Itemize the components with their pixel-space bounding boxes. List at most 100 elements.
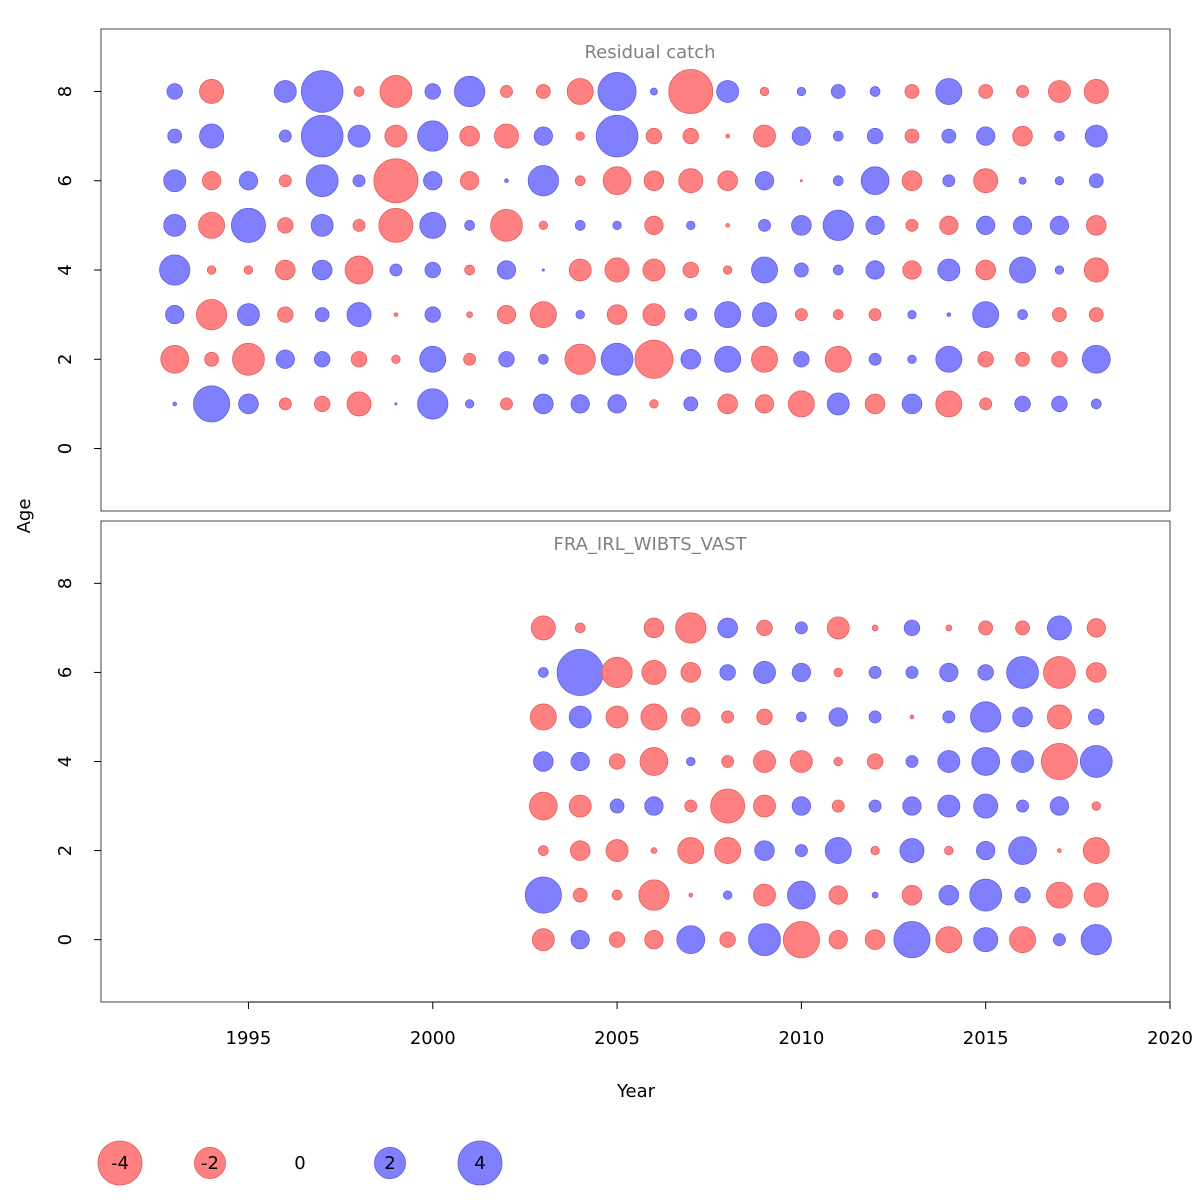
bubble [454,75,486,108]
bubble [902,260,922,280]
bubble [494,123,519,149]
bubble [600,342,634,376]
bubble [668,69,714,114]
bubble [1088,708,1105,726]
x-tick-label: 1995 [226,1028,272,1049]
bubble [417,388,449,420]
bubble [725,223,730,228]
bubble [787,390,815,418]
bubble [748,923,781,956]
bubble [1057,848,1062,853]
legend-label: 4 [474,1153,485,1174]
bubble [496,305,517,325]
bubble [678,168,704,194]
bubble [1049,796,1070,816]
bubble [1006,656,1039,689]
bubble [605,839,629,862]
bubble [782,921,820,959]
y-tick-label: 4 [55,264,76,275]
bubble [868,666,882,679]
y-axis-label: Age [14,499,35,534]
legend-bubble [457,1140,503,1186]
bubble [1014,395,1031,413]
bubble [1084,124,1108,148]
y-tick-label: 6 [55,667,76,678]
bubble [973,168,999,194]
bubble [754,840,775,861]
bubble [604,257,630,283]
bubble [973,793,999,819]
bubble [1051,395,1068,413]
bubble [830,84,846,99]
bubble [608,753,626,770]
bubble [556,648,604,696]
bubble [903,619,921,637]
bubble [717,170,738,191]
bubble [1086,618,1106,638]
bubble [568,258,592,282]
bubble [1012,215,1033,235]
x-tick-label: 2020 [1147,1028,1193,1049]
bubble [352,218,366,232]
bubble [868,710,882,724]
bubble [860,166,890,196]
bubble [1017,309,1028,320]
bubble [379,75,413,108]
bubble [391,354,401,364]
x-tick-label: 2010 [778,1028,824,1049]
panel-title: Residual catch [584,42,715,63]
bubble [832,264,844,276]
bubble [1009,256,1036,284]
bubble [721,710,735,724]
bubble [1043,656,1076,689]
bubble [688,892,694,898]
bubble [574,220,586,231]
bubble [937,794,961,818]
bubble [419,345,447,373]
bubble [714,301,742,329]
bubble [796,711,807,723]
bubble [1014,886,1031,904]
bubble [909,714,915,720]
bubble [681,707,701,727]
bubble [524,876,562,914]
bubble [866,127,884,145]
bubble [419,211,447,239]
bubble [758,218,771,232]
bubble [904,84,920,99]
bubble [717,393,738,415]
bubble [300,70,344,113]
bubble [644,930,664,950]
bubble [199,123,225,149]
bubble [871,624,879,632]
bubble [423,171,443,191]
bubble [946,312,952,317]
bubble [799,179,803,183]
bubble [232,342,265,376]
bubble [905,218,919,232]
x-tick-label: 2000 [410,1028,456,1049]
bubble [196,299,228,331]
bubble [905,666,919,679]
bubble [378,207,414,243]
bubble [942,710,956,724]
y-tick-label: 6 [55,175,76,186]
bubble [976,215,996,235]
bubble [569,840,591,861]
bubble [609,798,625,814]
bubble [832,130,844,142]
legend-label: -2 [201,1153,219,1174]
bubble [572,887,588,903]
bubble [1015,620,1030,636]
bubble [498,351,515,368]
bubble [424,306,441,323]
bubble [939,662,959,683]
bubble [907,354,917,364]
bubble [902,796,922,816]
bubble [977,351,994,368]
bubble [602,166,632,196]
bubble [901,170,923,191]
bubble [864,393,886,415]
bubble [971,747,1001,776]
